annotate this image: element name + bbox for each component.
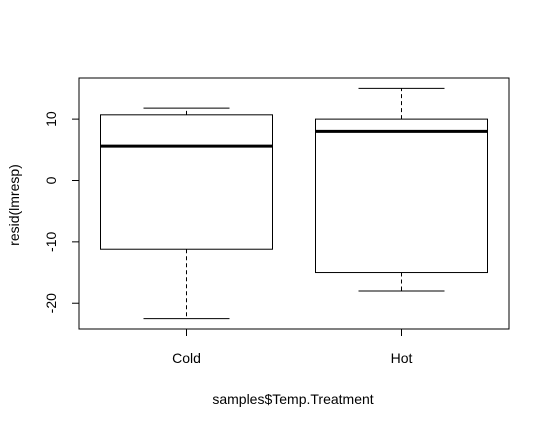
boxes — [100, 87, 488, 320]
y-tick-label: 0 — [43, 176, 59, 184]
y-tick-label: 10 — [43, 111, 59, 127]
iqr-box — [100, 114, 273, 250]
box-hot — [315, 87, 488, 292]
x-tick-label: Cold — [172, 350, 201, 366]
y-tick-label: -10 — [43, 232, 59, 252]
x-tick-label: Hot — [391, 350, 413, 366]
iqr-box — [315, 118, 488, 274]
box-cold — [100, 107, 273, 320]
axes: -20 -10 0 10 Cold Hot — [43, 77, 510, 366]
y-tick-label: -20 — [43, 293, 59, 313]
plot-frame — [78, 77, 510, 330]
y-axis-label: resid(lmresp) — [6, 164, 22, 246]
x-axis-label: samples$Temp.Treatment — [212, 391, 373, 407]
